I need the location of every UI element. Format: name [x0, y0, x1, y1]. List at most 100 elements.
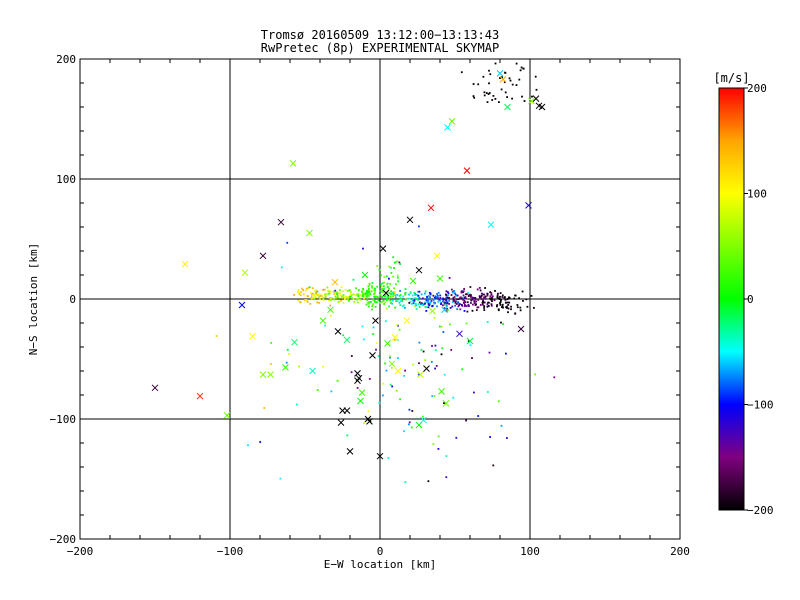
scatter-point: [304, 289, 307, 292]
scatter-point: [519, 309, 522, 312]
scatter-marker: [309, 367, 316, 375]
scatter-point: [422, 350, 425, 353]
scatter-point: [475, 309, 478, 311]
scatter-marker: [181, 260, 189, 268]
scatter-point: [473, 300, 476, 302]
scatter-point: [418, 225, 420, 228]
scatter-point: [270, 363, 272, 365]
scatter-point: [452, 396, 455, 399]
scatter-point: [489, 436, 491, 438]
scatter-point: [443, 373, 446, 376]
scatter-point: [399, 398, 401, 401]
scatter-point: [306, 299, 308, 302]
scatter-point: [383, 288, 385, 290]
scatter-point: [504, 296, 506, 298]
scatter-point: [434, 344, 437, 347]
scatter-point: [314, 290, 317, 292]
scatter-point: [535, 88, 538, 91]
scatter-point: [448, 323, 451, 326]
scatter-point: [404, 481, 407, 483]
scatter-point: [426, 296, 429, 298]
scatter-point: [452, 296, 455, 299]
scatter-point: [436, 293, 438, 295]
scatter-point: [333, 290, 335, 293]
scatter-point: [511, 97, 513, 100]
scatter-point: [486, 305, 489, 308]
scatter-point: [477, 306, 480, 309]
scatter-point: [487, 391, 489, 393]
scatter-marker: [238, 301, 246, 309]
scatter-point: [522, 300, 524, 302]
scatter-marker: [382, 289, 390, 297]
scatter-point: [329, 314, 332, 317]
scatter-point: [430, 361, 433, 363]
scatter-point: [366, 299, 369, 301]
scatter-point: [471, 296, 474, 299]
scatter-point: [463, 310, 466, 312]
scatter-point: [508, 301, 511, 304]
scatter-point: [553, 376, 556, 379]
scatter-point: [430, 300, 433, 302]
scatter-point: [424, 306, 427, 308]
scatter-point: [404, 369, 406, 372]
scatter-point: [425, 299, 428, 301]
scatter-point: [482, 293, 485, 296]
scatter-point: [459, 308, 462, 311]
scatter-marker: [406, 216, 414, 224]
scatter-point: [306, 300, 309, 303]
scatter-point: [352, 278, 355, 281]
scatter-point: [336, 291, 338, 294]
scatter-point: [474, 297, 477, 299]
scatter-point: [351, 293, 353, 296]
scatter-point: [422, 415, 424, 418]
scatter-point: [481, 302, 484, 304]
scatter-point: [534, 373, 537, 376]
scatter-point: [349, 294, 352, 296]
scatter-point: [530, 295, 533, 297]
scatter-point: [504, 298, 507, 301]
scatter-point: [442, 301, 445, 303]
scatter-marker: [291, 338, 298, 346]
scatter-point: [321, 295, 323, 297]
scatter-point: [315, 296, 318, 299]
scatter-point: [484, 298, 487, 300]
y-tick-label: −200: [50, 533, 77, 546]
scatter-point: [460, 71, 463, 74]
scatter-point: [215, 335, 218, 337]
scatter-point: [328, 290, 330, 293]
scatter-point: [396, 294, 399, 296]
scatter-point: [314, 293, 317, 296]
scatter-point: [384, 294, 387, 297]
scatter-point: [247, 444, 249, 447]
scatter-point: [433, 317, 436, 319]
scatter-point: [389, 283, 392, 285]
scatter-point: [381, 289, 384, 292]
scatter-point: [362, 295, 364, 298]
scatter-point: [340, 295, 343, 298]
scatter-point: [453, 296, 456, 298]
scatter-point: [454, 304, 456, 307]
scatter-point: [381, 301, 383, 303]
scatter-point: [514, 312, 517, 315]
scatter-point: [384, 362, 386, 365]
scatter-point: [309, 303, 312, 305]
scatter-point: [368, 291, 371, 294]
scatter-point: [354, 294, 357, 297]
scatter-point: [500, 321, 502, 324]
scatter-point: [496, 296, 499, 298]
scatter-point: [451, 288, 453, 291]
scatter-point: [460, 298, 463, 300]
scatter-point: [389, 354, 391, 357]
scatter-point: [456, 308, 459, 311]
scatter-point: [439, 325, 441, 328]
scatter-point: [408, 421, 411, 424]
scatter-point: [415, 304, 418, 307]
scatter-point: [437, 295, 439, 297]
scatter-point: [446, 296, 449, 299]
scatter-point: [454, 293, 457, 296]
scatter-point: [390, 290, 393, 293]
scatter-point: [483, 307, 485, 309]
scatter-point: [504, 72, 507, 74]
scatter-marker: [456, 330, 463, 338]
scatter-point: [461, 296, 464, 299]
